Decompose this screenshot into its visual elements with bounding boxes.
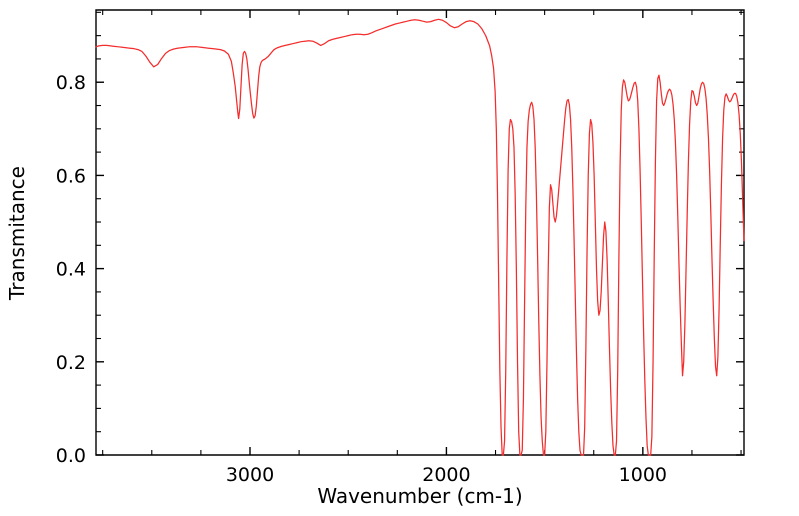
axes-frame <box>95 9 745 456</box>
x-tick-label: 3000 <box>226 464 274 486</box>
y-tick-label: 0.4 <box>56 259 86 281</box>
y-tick-label: 0.2 <box>56 352 86 374</box>
y-tick-label: 0.0 <box>56 445 86 467</box>
y-axis-tick-labels: 0.0 0.2 0.4 0.6 0.8 <box>56 72 86 467</box>
plot-frame <box>95 9 745 456</box>
y-tick-label: 0.8 <box>56 72 86 94</box>
spectrum-line <box>95 18 745 456</box>
x-axis-title: Wavenumber (cm-1) <box>317 484 522 508</box>
x-tick-label: 2000 <box>422 464 470 486</box>
y-axis-minor-ticks <box>96 11 744 433</box>
x-axis-tick-labels: 3000 2000 1000 <box>226 464 667 486</box>
spectrum-series-group <box>95 18 745 456</box>
y-tick-label: 0.6 <box>56 165 86 187</box>
x-axis-major-ticks <box>249 10 644 455</box>
y-axis-major-ticks <box>96 81 744 456</box>
x-tick-label: 1000 <box>619 464 667 486</box>
y-axis-title: Transmitance <box>5 166 29 301</box>
